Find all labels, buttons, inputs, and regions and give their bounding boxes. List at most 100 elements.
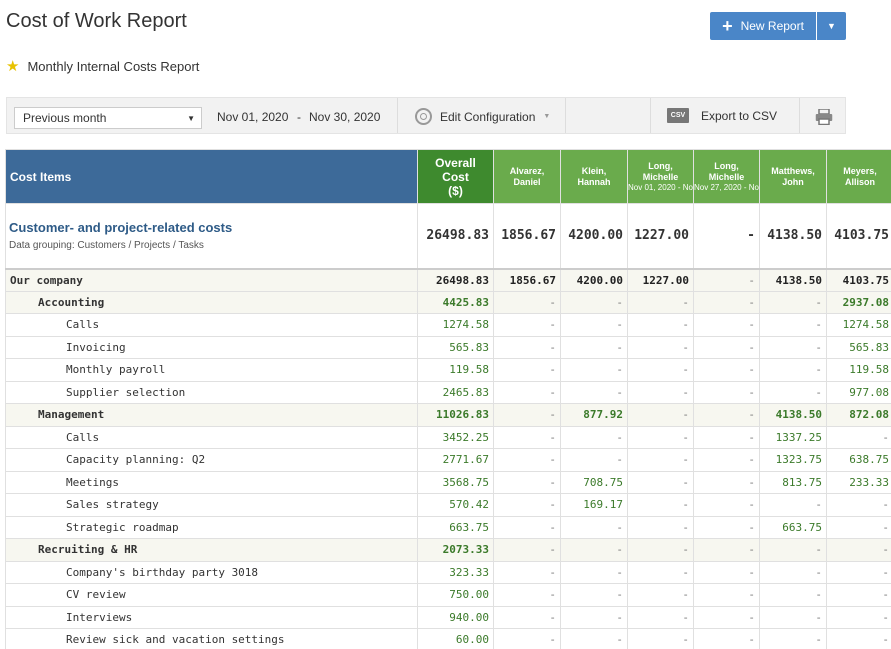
person-cost-cell: - bbox=[826, 560, 891, 584]
column-header-overall-cost[interactable]: Overall Cost ($) bbox=[417, 149, 494, 204]
new-report-dropdown-button[interactable]: ▼ bbox=[817, 12, 846, 40]
column-header-person[interactable]: Long, Michelle Nov 27, 2020 - Nov 30, 20… bbox=[693, 149, 760, 204]
table-row[interactable]: Capacity planning: Q2 2771.67- - - -1323.75 6… bbox=[5, 448, 891, 472]
cost-item-name: Recruiting & HR bbox=[5, 538, 418, 562]
person-cost-cell: - bbox=[693, 628, 760, 649]
person-cost-cell: - bbox=[493, 538, 561, 562]
caret-down-icon: ▼ bbox=[827, 21, 836, 31]
toolbar: Previous month ▼ Nov 01, 2020 - Nov 30, … bbox=[6, 97, 846, 134]
person-cost-cell: - bbox=[560, 335, 628, 359]
table-row[interactable]: Interviews 940.00- - - - - - bbox=[5, 605, 891, 629]
table-row[interactable]: Review sick and vacation settings 60.00- -… bbox=[5, 628, 891, 649]
column-header-person[interactable]: Meyers, Allison bbox=[826, 149, 891, 204]
header-line: Cost bbox=[442, 169, 469, 184]
caret-down-icon: ▼ bbox=[543, 113, 551, 120]
person-cost-cell: - bbox=[627, 515, 694, 539]
person-cost-cell: - bbox=[493, 380, 561, 404]
person-cost-cell: - bbox=[627, 358, 694, 382]
cost-item-name: CV review bbox=[5, 583, 418, 607]
person-cost-cell: 233.33 bbox=[826, 470, 891, 494]
person-cost-cell: - bbox=[560, 425, 628, 449]
person-cost-cell: - bbox=[627, 403, 694, 427]
table-group-row[interactable]: Management 11026.83-877.92- -4138.50 872.08 bbox=[5, 403, 891, 427]
period-select-value: Previous month bbox=[23, 111, 107, 125]
column-header-person[interactable]: Klein, Hannah bbox=[560, 149, 628, 204]
cost-report-table: Cost Items Overall Cost ($) Alvarez, Dan… bbox=[5, 149, 891, 649]
person-cost-cell: - bbox=[493, 493, 561, 517]
person-cost-cell: - bbox=[759, 358, 827, 382]
person-cost-cell: - bbox=[759, 538, 827, 562]
person-cost-cell: - bbox=[560, 515, 628, 539]
table-group-row[interactable]: Our company 26498.83 1856.67 4200.00 1227.00… bbox=[5, 268, 891, 292]
person-cost-cell: 4200.00 bbox=[560, 268, 628, 292]
table-group-row[interactable]: Recruiting & HR 2073.33- - - - - - bbox=[5, 538, 891, 562]
person-cost-cell: 708.75 bbox=[560, 470, 628, 494]
date-to-field[interactable]: Nov 30, 2020 bbox=[309, 110, 381, 124]
table-row[interactable]: Calls 3452.25- - - -1337.25- bbox=[5, 425, 891, 449]
star-icon[interactable]: ★ bbox=[6, 58, 20, 75]
table-row[interactable]: Sales strategy 570.42-169.17- - - - bbox=[5, 493, 891, 517]
export-csv-button[interactable]: CSV Export to CSV bbox=[667, 108, 777, 123]
report-subtitle: ★ Monthly Internal Costs Report bbox=[6, 57, 199, 75]
table-header-row: Cost Items Overall Cost ($) Alvarez, Dan… bbox=[5, 149, 891, 204]
person-cost-cell: - bbox=[560, 538, 628, 562]
table-row[interactable]: Supplier selection 2465.83- - - - -977.08 bbox=[5, 380, 891, 404]
cost-item-name: Meetings bbox=[5, 470, 418, 494]
column-header-person[interactable]: Matthews, John bbox=[759, 149, 827, 204]
table-row[interactable]: Meetings 3568.75-708.75- -813.75 233.33 bbox=[5, 470, 891, 494]
person-cost-cell: 1856.67 bbox=[493, 268, 561, 292]
person-cost-cell: - bbox=[693, 403, 760, 427]
person-cost-cell: - bbox=[493, 425, 561, 449]
date-from-field[interactable]: Nov 01, 2020 bbox=[217, 110, 289, 124]
person-cost-cell: - bbox=[560, 448, 628, 472]
cost-item-name: Our company bbox=[5, 268, 418, 292]
table-row[interactable]: Strategic roadmap 663.75- - - -663.75- bbox=[5, 515, 891, 539]
table-row[interactable]: Calls 1274.58- - - - -1274.58 bbox=[5, 313, 891, 337]
column-header-cost-items[interactable]: Cost Items bbox=[5, 149, 418, 204]
person-cost-cell: 4103.75 bbox=[826, 268, 891, 292]
person-cost-cell: - bbox=[826, 515, 891, 539]
overall-cost-cell: 323.33 bbox=[417, 560, 494, 584]
overall-cost-cell: 2073.33 bbox=[417, 538, 494, 562]
person-cost-cell: 638.75 bbox=[826, 448, 891, 472]
person-cost-cell: - bbox=[627, 290, 694, 314]
print-icon[interactable] bbox=[815, 109, 833, 125]
table-row[interactable]: CV review 750.00- - - - - - bbox=[5, 583, 891, 607]
table-row[interactable]: Company's birthday party 3018 323.33- - - - -… bbox=[5, 560, 891, 584]
column-header-person[interactable]: Alvarez, Daniel bbox=[493, 149, 561, 204]
cost-item-name: Monthly payroll bbox=[5, 358, 418, 382]
person-cost-cell: - bbox=[493, 335, 561, 359]
new-report-label: New Report bbox=[740, 19, 804, 33]
csv-icon: CSV bbox=[667, 108, 689, 123]
overall-cost-cell: 570.42 bbox=[417, 493, 494, 517]
person-cost-cell: - bbox=[493, 560, 561, 584]
person-cost-cell: - bbox=[560, 358, 628, 382]
period-select[interactable]: Previous month ▼ bbox=[14, 107, 202, 129]
person-cost-cell: - bbox=[627, 628, 694, 649]
person-cost-cell: - bbox=[826, 583, 891, 607]
person-name-line: Long, bbox=[714, 161, 739, 171]
person-cost-cell: 1323.75 bbox=[759, 448, 827, 472]
new-report-button[interactable]: + New Report bbox=[710, 12, 816, 40]
table-row[interactable]: Monthly payroll 119.58- - - - -119.58 bbox=[5, 358, 891, 382]
person-cost-cell: 119.58 bbox=[826, 358, 891, 382]
person-cost-cell: - bbox=[627, 470, 694, 494]
summary-value: 1227.00 bbox=[627, 203, 694, 270]
column-header-person[interactable]: Long, Michelle Nov 01, 2020 - Nov 26, 20… bbox=[627, 149, 694, 204]
cost-item-name: Calls bbox=[5, 313, 418, 337]
person-cost-cell: - bbox=[759, 583, 827, 607]
person-cost-cell: - bbox=[560, 628, 628, 649]
cost-item-name: Review sick and vacation settings bbox=[5, 628, 418, 649]
person-cost-cell: - bbox=[759, 560, 827, 584]
header-line: Overall bbox=[435, 155, 476, 170]
edit-configuration-button[interactable]: Edit Configuration ▼ bbox=[415, 108, 550, 125]
report-name: Monthly Internal Costs Report bbox=[27, 58, 200, 74]
person-cost-cell: - bbox=[759, 335, 827, 359]
person-date-range: Nov 27, 2020 - Nov 30, 2020 bbox=[694, 183, 759, 192]
cost-item-name: Strategic roadmap bbox=[5, 515, 418, 539]
table-group-row[interactable]: Accounting 4425.83- - - - -2937.08 bbox=[5, 290, 891, 314]
person-cost-cell: - bbox=[627, 605, 694, 629]
summary-value: 26498.83 bbox=[417, 203, 494, 270]
table-row[interactable]: Invoicing 565.83- - - - -565.83 bbox=[5, 335, 891, 359]
person-date-range: Nov 01, 2020 - Nov 26, 2020 bbox=[628, 183, 693, 192]
